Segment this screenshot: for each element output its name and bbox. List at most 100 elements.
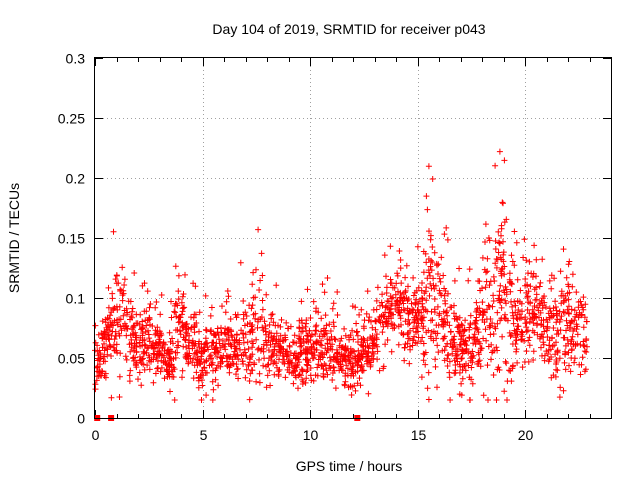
data-point bbox=[526, 318, 533, 325]
data-point bbox=[575, 314, 582, 321]
data-point bbox=[447, 304, 454, 311]
data-point bbox=[454, 346, 461, 352]
data-point bbox=[353, 329, 360, 336]
data-point bbox=[242, 331, 249, 338]
data-point bbox=[524, 282, 531, 289]
data-point bbox=[202, 292, 209, 299]
data-point bbox=[554, 347, 561, 354]
data-point bbox=[398, 280, 405, 287]
data-point bbox=[240, 315, 247, 322]
data-point bbox=[576, 361, 583, 368]
data-point bbox=[190, 375, 197, 382]
data-point bbox=[161, 375, 168, 382]
data-point bbox=[121, 282, 128, 288]
data-point bbox=[395, 288, 401, 295]
data-point bbox=[424, 206, 431, 213]
data-point bbox=[492, 260, 499, 267]
data-point bbox=[364, 337, 371, 344]
data-point bbox=[493, 256, 500, 262]
data-point bbox=[404, 331, 411, 338]
data-point bbox=[525, 337, 532, 344]
data-point bbox=[203, 358, 210, 365]
data-point bbox=[468, 353, 475, 360]
data-point bbox=[419, 295, 425, 301]
data-point bbox=[557, 316, 564, 323]
data-point bbox=[244, 339, 251, 346]
data-point bbox=[533, 273, 539, 280]
data-point bbox=[291, 332, 298, 339]
data-point bbox=[181, 304, 188, 311]
data-point bbox=[448, 337, 455, 344]
data-point bbox=[567, 368, 574, 375]
data-point bbox=[551, 275, 558, 282]
data-point bbox=[451, 277, 458, 284]
data-point bbox=[581, 343, 588, 350]
data-point bbox=[352, 369, 359, 376]
data-point bbox=[152, 304, 159, 311]
data-point bbox=[296, 371, 303, 378]
data-point bbox=[493, 264, 500, 271]
x-tick-label: 15 bbox=[411, 427, 427, 443]
data-point bbox=[237, 346, 243, 353]
data-point bbox=[267, 382, 274, 389]
data-point bbox=[150, 356, 157, 363]
data-point bbox=[444, 363, 451, 369]
data-point bbox=[539, 256, 546, 263]
data-point bbox=[458, 380, 465, 387]
data-point bbox=[228, 361, 234, 368]
data-point bbox=[540, 341, 547, 348]
data-point bbox=[245, 361, 252, 368]
data-point bbox=[380, 323, 387, 330]
data-point bbox=[428, 267, 435, 274]
data-point bbox=[350, 372, 357, 379]
data-point bbox=[250, 269, 257, 276]
data-point bbox=[193, 369, 200, 376]
data-point bbox=[507, 288, 514, 295]
data-point bbox=[214, 353, 221, 360]
data-point bbox=[202, 326, 209, 333]
data-point bbox=[441, 231, 448, 238]
data-point bbox=[286, 342, 293, 349]
data-point bbox=[162, 341, 168, 348]
data-point bbox=[563, 327, 569, 334]
data-point bbox=[123, 305, 130, 312]
data-point bbox=[424, 385, 431, 392]
data-point bbox=[373, 297, 380, 304]
data-point bbox=[158, 351, 165, 358]
data-point bbox=[354, 380, 361, 387]
data-point bbox=[429, 259, 436, 266]
data-point bbox=[499, 199, 506, 206]
data-point bbox=[168, 314, 175, 321]
data-point bbox=[246, 354, 253, 361]
data-point bbox=[415, 334, 422, 341]
data-point bbox=[359, 342, 366, 349]
data-point bbox=[228, 343, 235, 350]
data-point bbox=[119, 264, 126, 271]
data-point bbox=[438, 321, 445, 328]
data-point bbox=[197, 373, 204, 380]
x-tick-label: 0 bbox=[92, 427, 100, 443]
data-point bbox=[397, 265, 404, 272]
data-point bbox=[402, 341, 409, 348]
data-point bbox=[116, 394, 123, 400]
data-point bbox=[368, 352, 375, 359]
data-point bbox=[546, 305, 553, 312]
data-point bbox=[326, 362, 333, 369]
data-point bbox=[546, 277, 553, 284]
data-point bbox=[436, 312, 443, 319]
data-point bbox=[519, 336, 525, 343]
data-point bbox=[342, 373, 349, 379]
data-point bbox=[413, 328, 420, 335]
x-axis-title: GPS time / hours bbox=[296, 458, 403, 474]
data-point bbox=[502, 358, 509, 365]
data-point bbox=[502, 283, 509, 290]
data-point bbox=[552, 373, 559, 380]
data-point bbox=[539, 295, 546, 302]
data-point bbox=[507, 368, 514, 374]
data-point bbox=[498, 225, 505, 232]
data-point bbox=[509, 341, 516, 347]
data-point bbox=[372, 326, 379, 333]
data-point bbox=[298, 366, 305, 373]
data-point bbox=[185, 342, 192, 349]
data-point bbox=[303, 375, 310, 382]
